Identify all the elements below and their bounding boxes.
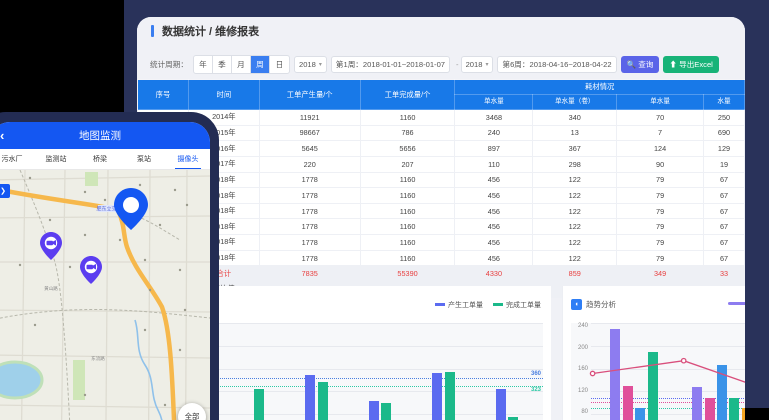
- svg-text:黄山路: 黄山路: [44, 285, 58, 292]
- svg-text:东流路: 东流路: [91, 355, 105, 362]
